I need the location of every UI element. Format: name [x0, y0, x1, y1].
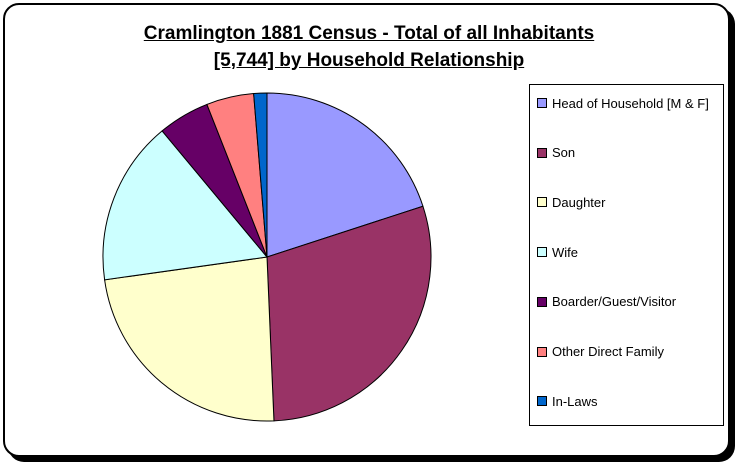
chart-title-line-1: Cramlington 1881 Census - Total of all I… [143, 23, 595, 44]
legend-swatch [537, 197, 547, 208]
chart-title: Cramlington 1881 Census - Total of all I… [0, 20, 738, 74]
legend-item: Boarder/Guest/Visitor [537, 294, 676, 310]
legend-swatch [537, 247, 547, 258]
legend-swatch [537, 98, 547, 108]
legend-label: Wife [552, 244, 578, 260]
pie-slice-head-of-household-m-f [266, 92, 424, 258]
legend-swatch [537, 346, 547, 357]
legend-label: In-Laws [552, 393, 598, 409]
legend-swatch [537, 296, 547, 307]
pie-slice-wife [102, 130, 268, 281]
legend-item: In-Laws [537, 393, 598, 409]
legend-label: Daughter [552, 194, 606, 210]
legend-item: Head of Household [M & F] [537, 95, 709, 111]
legend-swatch [537, 147, 547, 158]
legend-label: Head of Household [M & F] [552, 95, 709, 111]
legend-swatch [537, 396, 547, 407]
legend-label: Son [552, 145, 576, 161]
legend-label: Other Direct Family [552, 344, 664, 359]
legend-label: Boarder/Guest/Visitor [552, 294, 677, 310]
legend: Head of Household [M & F] Son Daughter Wife… [529, 84, 724, 426]
legend-item: Other Direct Family [537, 344, 664, 360]
pie-slice-son [266, 205, 432, 422]
legend-item: Daughter [537, 194, 605, 210]
legend-item: Wife [537, 244, 578, 260]
chart-title-line-2: [5,744] by Household Relationship [213, 50, 525, 71]
pie-slice-in-laws [253, 92, 268, 258]
legend-item: Son [537, 145, 575, 161]
pie-slice-daughter [104, 256, 275, 422]
